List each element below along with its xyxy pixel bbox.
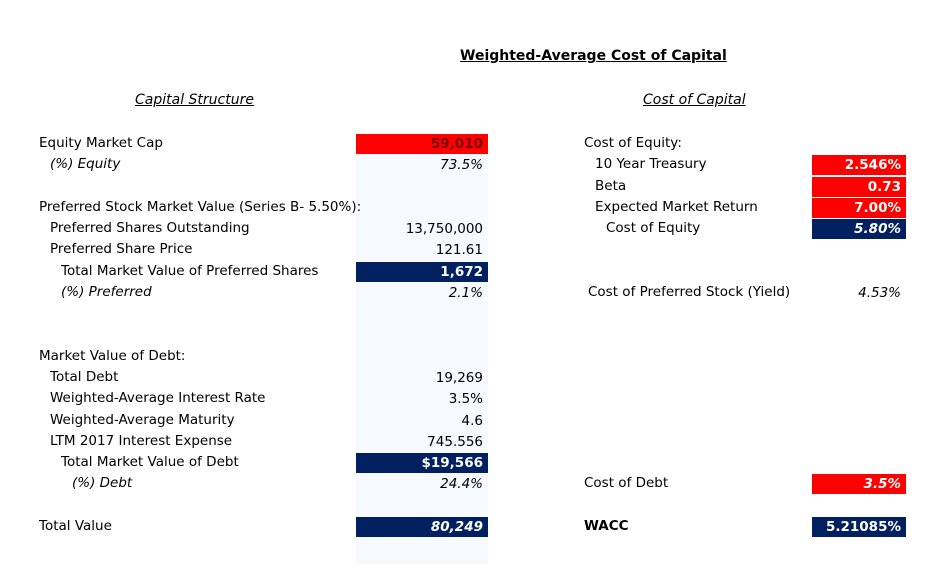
pct-debt-value: 24.4% xyxy=(440,476,483,492)
preferred-shares-outstanding-label: Preferred Shares Outstanding xyxy=(50,220,250,236)
total-mv-debt-label: Total Market Value of Debt xyxy=(61,454,239,470)
total-value-value: 80,249 xyxy=(356,517,488,537)
cost-of-capital-heading: Cost of Capital xyxy=(643,92,746,108)
cost-of-debt-value[interactable]: 3.5% xyxy=(812,474,906,494)
total-debt-label: Total Debt xyxy=(50,369,119,385)
page-title: Weighted-Average Cost of Capital xyxy=(460,48,727,64)
pct-equity-value: 73.5% xyxy=(440,157,483,173)
ltm-interest-value[interactable]: 745.556 xyxy=(427,434,483,450)
preferred-shares-outstanding-value[interactable]: 13,750,000 xyxy=(405,221,483,237)
input-column-shade xyxy=(356,154,488,564)
ltm-interest-label: LTM 2017 Interest Expense xyxy=(50,433,233,449)
treasury-value[interactable]: 2.546% xyxy=(812,155,906,175)
beta-value[interactable]: 0.73 xyxy=(812,177,906,197)
total-value-label: Total Value xyxy=(39,518,112,534)
wacc-value: 5.21085% xyxy=(812,517,906,537)
pct-preferred-value: 2.1% xyxy=(448,285,483,301)
total-preferred-label: Total Market Value of Preferred Shares xyxy=(61,263,319,279)
cost-of-equity-label: Cost of Equity xyxy=(606,220,701,236)
wa-maturity-label: Weighted-Average Maturity xyxy=(50,412,235,428)
pct-preferred-label: (%) Preferred xyxy=(61,284,152,300)
wa-interest-rate-value[interactable]: 3.5% xyxy=(448,391,483,407)
cost-of-equity-header: Cost of Equity: xyxy=(584,135,682,151)
total-preferred-value: 1,672 xyxy=(356,262,488,282)
treasury-label: 10 Year Treasury xyxy=(595,156,707,172)
cost-of-debt-label: Cost of Debt xyxy=(584,475,669,491)
wa-interest-rate-label: Weighted-Average Interest Rate xyxy=(50,390,266,406)
total-mv-debt-value: $19,566 xyxy=(356,453,488,473)
capital-structure-heading: Capital Structure xyxy=(135,92,254,108)
equity-market-cap-value[interactable]: 59,010 xyxy=(356,134,488,154)
preferred-share-price-value[interactable]: 121.61 xyxy=(435,242,483,258)
beta-label: Beta xyxy=(595,178,627,194)
total-debt-value[interactable]: 19,269 xyxy=(435,370,483,386)
expected-return-label: Expected Market Return xyxy=(595,199,758,215)
pct-equity-label: (%) Equity xyxy=(50,156,121,172)
cost-of-preferred-value: 4.53% xyxy=(858,285,901,301)
expected-return-value[interactable]: 7.00% xyxy=(812,198,906,218)
preferred-header: Preferred Stock Market Value (Series B- … xyxy=(39,199,362,215)
pct-debt-label: (%) Debt xyxy=(72,475,133,491)
cost-of-equity-value: 5.80% xyxy=(812,219,906,239)
debt-header: Market Value of Debt: xyxy=(39,348,186,364)
wacc-label: WACC xyxy=(584,518,629,534)
equity-market-cap-label: Equity Market Cap xyxy=(39,135,163,151)
preferred-share-price-label: Preferred Share Price xyxy=(50,241,193,257)
wa-maturity-value[interactable]: 4.6 xyxy=(461,413,483,429)
cost-of-preferred-label: Cost of Preferred Stock (Yield) xyxy=(588,284,791,300)
